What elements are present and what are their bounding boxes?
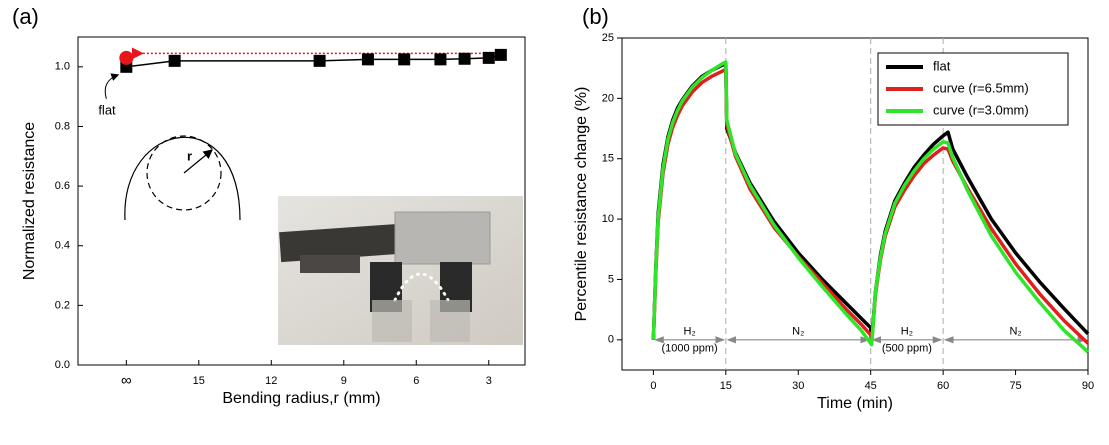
data-point [482, 51, 495, 64]
x-tick-label: 15 [193, 375, 205, 387]
phase-label: H₂ [901, 326, 913, 338]
legend-label: curve (r=6.5mm) [933, 80, 1029, 95]
data-point [458, 52, 471, 65]
annotation: r [187, 148, 192, 163]
data-point [361, 53, 374, 66]
x-tick-label: 3 [486, 375, 492, 387]
annotation: flat [98, 102, 116, 117]
data-point [494, 48, 507, 61]
x-axis-label: Time (min) [817, 395, 893, 412]
phase-sub: (1000 ppm) [661, 343, 717, 355]
y-axis-label: Percentile resistance change (%) [573, 87, 590, 322]
y-tick-label: 0.8 [55, 120, 70, 132]
x-tick-label: 9 [341, 375, 347, 387]
y-tick-label: 20 [602, 92, 614, 104]
x-tick-label: 75 [1009, 380, 1021, 392]
flat-arrow [104, 73, 120, 99]
x-axis-label: Bending radius,r (mm) [222, 390, 380, 407]
plot-frame [77, 36, 526, 366]
y-tick-label: 0.2 [55, 299, 70, 311]
legend-label: flat [933, 58, 951, 73]
y-axis-label: Normalized resistance [21, 122, 38, 280]
x-tick-label: ∞ [121, 372, 132, 389]
data-point [119, 50, 134, 65]
x-tick-label: 30 [792, 380, 804, 392]
plot-frame [621, 37, 1089, 371]
data-point [434, 53, 447, 66]
phase-sub: (500 ppm) [882, 343, 932, 355]
x-tick-label: 15 [720, 380, 732, 392]
x-tick-label: 0 [650, 380, 656, 392]
phase-label: H₂ [683, 326, 695, 338]
data-point [313, 54, 326, 67]
y-tick-label: 0.6 [55, 180, 70, 192]
panel-label: (a) [12, 4, 39, 29]
y-tick-label: 0.4 [55, 240, 70, 252]
y-tick-label: 15 [602, 153, 614, 165]
y-tick-label: 0 [608, 334, 614, 346]
x-tick-label: 60 [937, 380, 949, 392]
x-tick-label: 90 [1082, 380, 1094, 392]
series-line [651, 60, 1090, 354]
photo-inset [278, 196, 523, 345]
x-tick-label: 45 [865, 380, 877, 392]
data-point [120, 60, 133, 73]
x-tick-label: 6 [413, 375, 419, 387]
y-tick-label: 1.0 [55, 61, 70, 73]
panel-label: (b) [582, 4, 609, 29]
phase-label: N₂ [1009, 326, 1021, 338]
phase-label: N₂ [792, 326, 804, 338]
y-tick-label: 25 [602, 32, 614, 44]
y-tick-label: 10 [602, 213, 614, 225]
bend-diagram [124, 135, 241, 221]
legend-label: curve (r=3.0mm) [933, 102, 1029, 117]
y-tick-label: 0.0 [55, 359, 70, 371]
data-point [168, 54, 181, 67]
data-point [398, 53, 411, 66]
y-tick-label: 5 [608, 273, 614, 285]
x-tick-label: 12 [265, 375, 277, 387]
